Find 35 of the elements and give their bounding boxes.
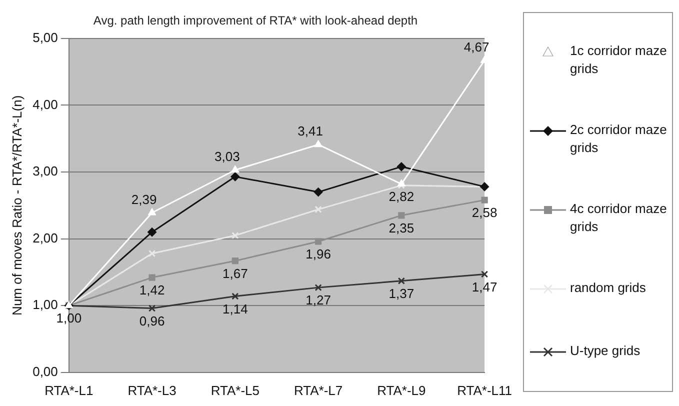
x-tick-label: RTA*-L1 [44, 382, 94, 398]
legend-label: U-type grids [570, 342, 640, 360]
data-label: 4,67 [464, 40, 490, 55]
x-tick-label: RTA*-L9 [377, 382, 426, 398]
data-label: 2,35 [388, 220, 414, 236]
y-axis-title: Num of moves Ratio - RTA*/RTA*-L(n) [9, 95, 24, 316]
y-tick-label: 1,00 [32, 297, 58, 312]
legend-label: random grids [570, 278, 646, 297]
x-tick-label: RTA*-L11 [457, 382, 512, 398]
y-tick-label: 4,00 [32, 96, 58, 112]
data-label: 1,14 [222, 301, 248, 316]
data-label: 3,41 [298, 124, 323, 139]
data-label: 1,37 [388, 286, 414, 301]
data-label: 2,39 [131, 192, 157, 207]
y-tick-label: 2,00 [32, 230, 58, 246]
legend-label: 4c corridor maze grids [570, 200, 668, 236]
data-label: 1,96 [306, 246, 331, 262]
y-tick-label: 5,00 [32, 30, 58, 45]
legend-label: 1c corridor maze grids [570, 42, 668, 78]
data-label: 2,58 [472, 205, 498, 220]
x-tick-label: RTA*-L3 [128, 382, 176, 398]
x-tick-label: RTA*-L5 [210, 382, 260, 398]
legend-label: 2c corridor maze grids [570, 121, 668, 158]
data-label: 2,82 [388, 189, 414, 204]
x-tick-label: RTA*-L7 [294, 382, 343, 398]
data-label: 1,42 [139, 282, 165, 298]
data-label: 3,03 [214, 149, 240, 164]
data-label: 1,47 [472, 279, 498, 294]
y-tick-label: 0,00 [32, 364, 58, 379]
data-label: 0,96 [139, 313, 165, 328]
y-tick-label: 3,00 [32, 164, 58, 179]
chart-title: Avg. path length improvement of RTA* with look-ahead depth [93, 14, 418, 28]
data-label: 1,27 [306, 292, 331, 308]
data-label: 1,67 [222, 266, 248, 281]
data-label: 1,00 [56, 310, 82, 326]
